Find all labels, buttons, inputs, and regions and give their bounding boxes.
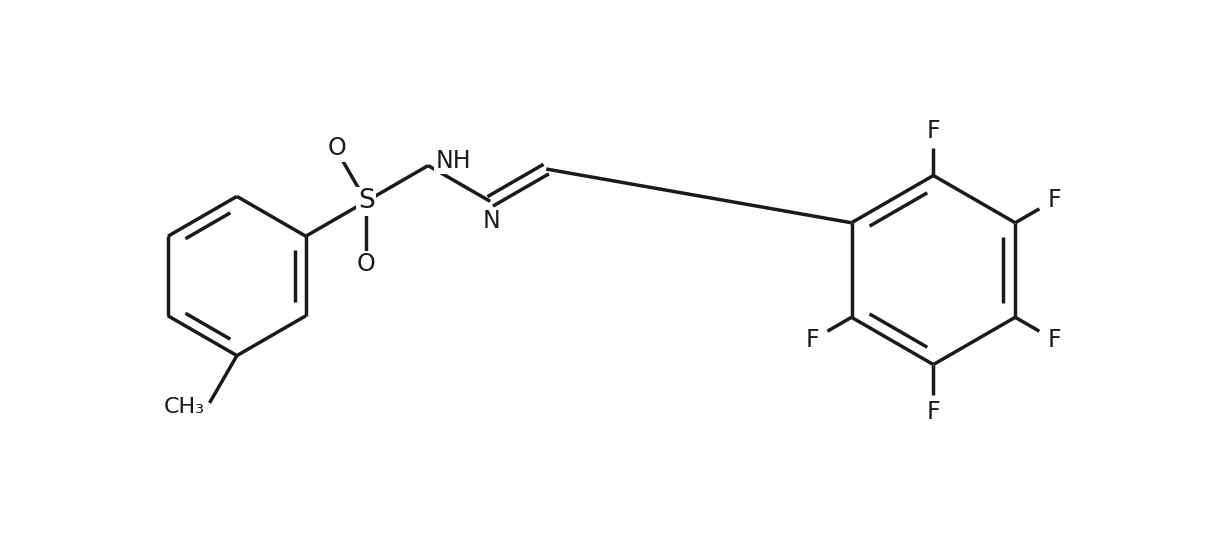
Text: S: S bbox=[358, 188, 374, 214]
Text: CH₃: CH₃ bbox=[164, 397, 204, 417]
Text: N: N bbox=[483, 209, 500, 233]
Text: F: F bbox=[1047, 188, 1061, 213]
Text: F: F bbox=[807, 328, 820, 352]
Text: O: O bbox=[327, 136, 347, 161]
Text: NH: NH bbox=[435, 148, 470, 173]
Text: O: O bbox=[357, 252, 375, 276]
Text: F: F bbox=[1047, 328, 1061, 352]
Text: F: F bbox=[926, 119, 940, 143]
Text: F: F bbox=[926, 400, 940, 424]
